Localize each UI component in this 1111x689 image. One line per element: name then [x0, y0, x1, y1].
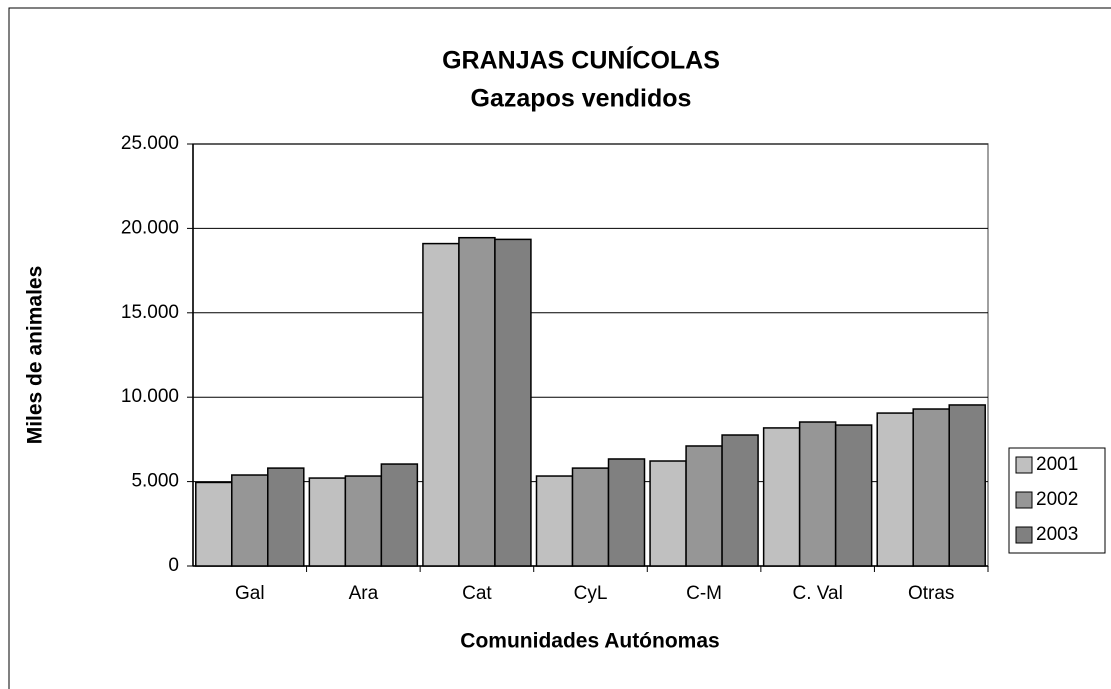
bar	[494, 238, 532, 567]
bar	[380, 463, 419, 567]
legend-label: 2002	[1036, 489, 1078, 510]
x-tick-label: Ara	[349, 583, 379, 604]
legend-swatch	[1015, 491, 1033, 509]
legend-label: 2001	[1036, 454, 1078, 475]
chart-title: GRANJAS CUNÍCOLAS	[442, 46, 720, 75]
bar	[267, 467, 305, 567]
bar	[422, 242, 460, 567]
bar	[458, 236, 496, 567]
y-tick-label: 10.000	[121, 386, 179, 407]
x-tick-label: Otras	[908, 583, 954, 604]
y-tick-label: 25.000	[121, 133, 179, 154]
bar	[721, 434, 759, 567]
chart-subtitle: Gazapos vendidos	[471, 85, 692, 113]
legend-swatch	[1015, 456, 1033, 474]
bar	[912, 408, 950, 567]
bar	[308, 477, 347, 567]
x-tick-label: Cat	[462, 583, 492, 604]
y-tick-label: 0	[168, 555, 179, 576]
x-tick-label: CyL	[574, 583, 608, 604]
x-axis-label: Comunidades Autónomas	[460, 630, 719, 653]
y-tick-label: 15.000	[121, 302, 179, 323]
y-tick-label: 5.000	[131, 471, 179, 492]
bar	[195, 481, 233, 567]
bar	[535, 475, 574, 567]
bar	[344, 475, 383, 567]
x-tick-label: Gal	[235, 583, 265, 604]
bar	[834, 424, 873, 567]
y-tick-label: 20.000	[121, 217, 179, 238]
bar	[571, 467, 610, 567]
bar	[948, 404, 986, 567]
y-axis-label: Miles de animales	[24, 266, 47, 445]
bar	[685, 445, 723, 567]
bar	[762, 427, 801, 567]
x-tick-label: C-M	[686, 583, 722, 604]
bar	[649, 460, 687, 567]
bar	[876, 412, 914, 567]
legend-swatch	[1015, 526, 1033, 544]
bar	[798, 421, 837, 567]
x-tick-label: C. Val	[792, 583, 842, 604]
legend-label: 2003	[1036, 524, 1078, 545]
bar	[231, 474, 269, 567]
bar	[607, 458, 646, 567]
